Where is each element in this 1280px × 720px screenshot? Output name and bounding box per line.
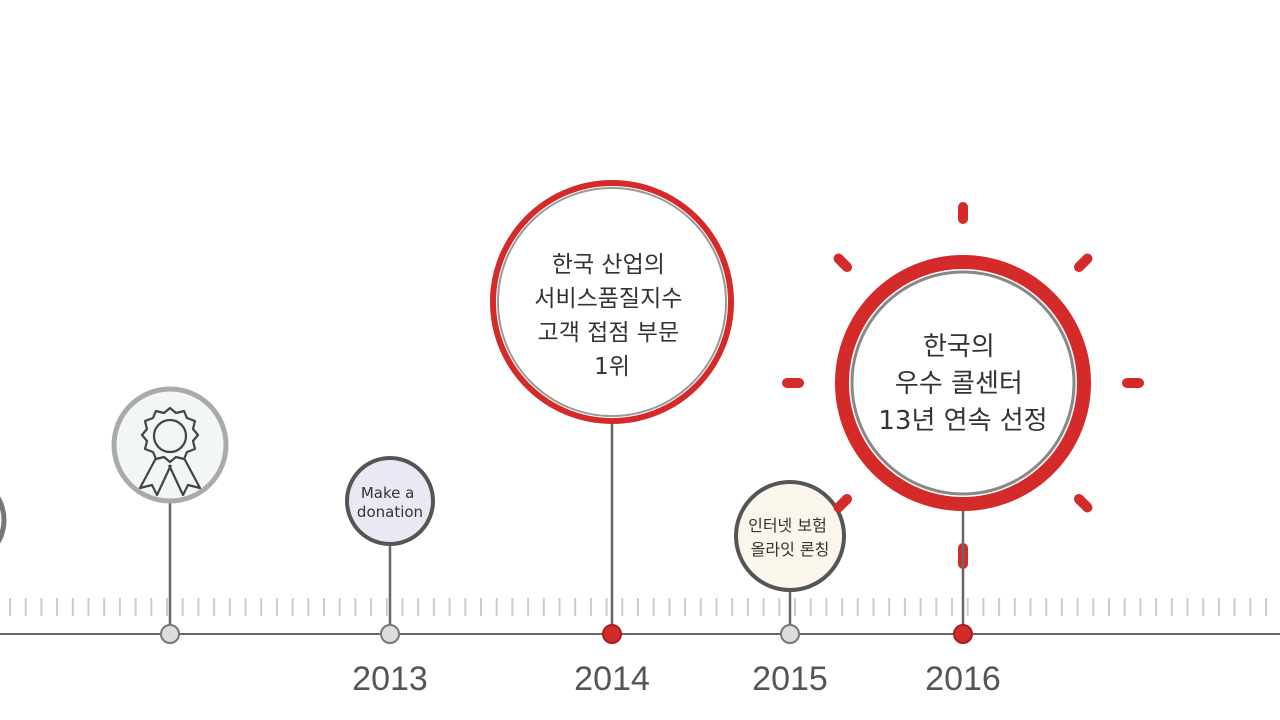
label-line: 우수 콜센터 <box>895 369 1023 399</box>
node-label: 한국의 우수 콜센터 13년 연속 선정 <box>878 332 1047 436</box>
sun-ray <box>833 493 853 513</box>
label-line: donation <box>357 503 423 521</box>
label-line: 1위 <box>594 354 630 380</box>
sun-ray <box>833 253 853 273</box>
label-line: Make a <box>361 484 414 502</box>
label-line: 서비스품질지수 <box>534 286 682 312</box>
label-line: 고객 접점 부문 <box>538 320 680 346</box>
award-node <box>111 386 229 644</box>
cut-off-node <box>0 496 7 544</box>
node-2016: 한국의 우수 콜센터 13년 연속 선정 2016 <box>782 202 1144 698</box>
year-label: 2013 <box>352 660 428 698</box>
year-label: 2016 <box>925 660 1001 698</box>
node-label: 한국 산업의 서비스품질지수 고객 접점 부문 1위 <box>534 252 689 380</box>
node-2013: Make a donation 2013 <box>345 456 435 698</box>
sun-ray <box>1073 493 1093 513</box>
label-line: 한국 산업의 <box>552 252 665 278</box>
node-label: 인터넷 보험 올라잇 론칭 <box>748 516 832 559</box>
label-line: 13년 연속 선정 <box>878 406 1047 436</box>
label-line: 올라잇 론칭 <box>751 540 830 559</box>
label-line: 인터넷 보험 <box>748 516 827 535</box>
sun-ray <box>1073 253 1093 273</box>
year-label: 2015 <box>752 660 828 698</box>
node-label: Make a donation <box>357 484 423 521</box>
year-label: 2014 <box>574 660 650 698</box>
node-2015: 인터넷 보험 올라잇 론칭 2015 <box>734 480 846 698</box>
tick-ruler <box>9 598 1267 616</box>
label-line: 한국의 <box>923 332 995 362</box>
node-2014: 한국 산업의 서비스품질지수 고객 접점 부문 1위 2014 <box>490 180 734 698</box>
